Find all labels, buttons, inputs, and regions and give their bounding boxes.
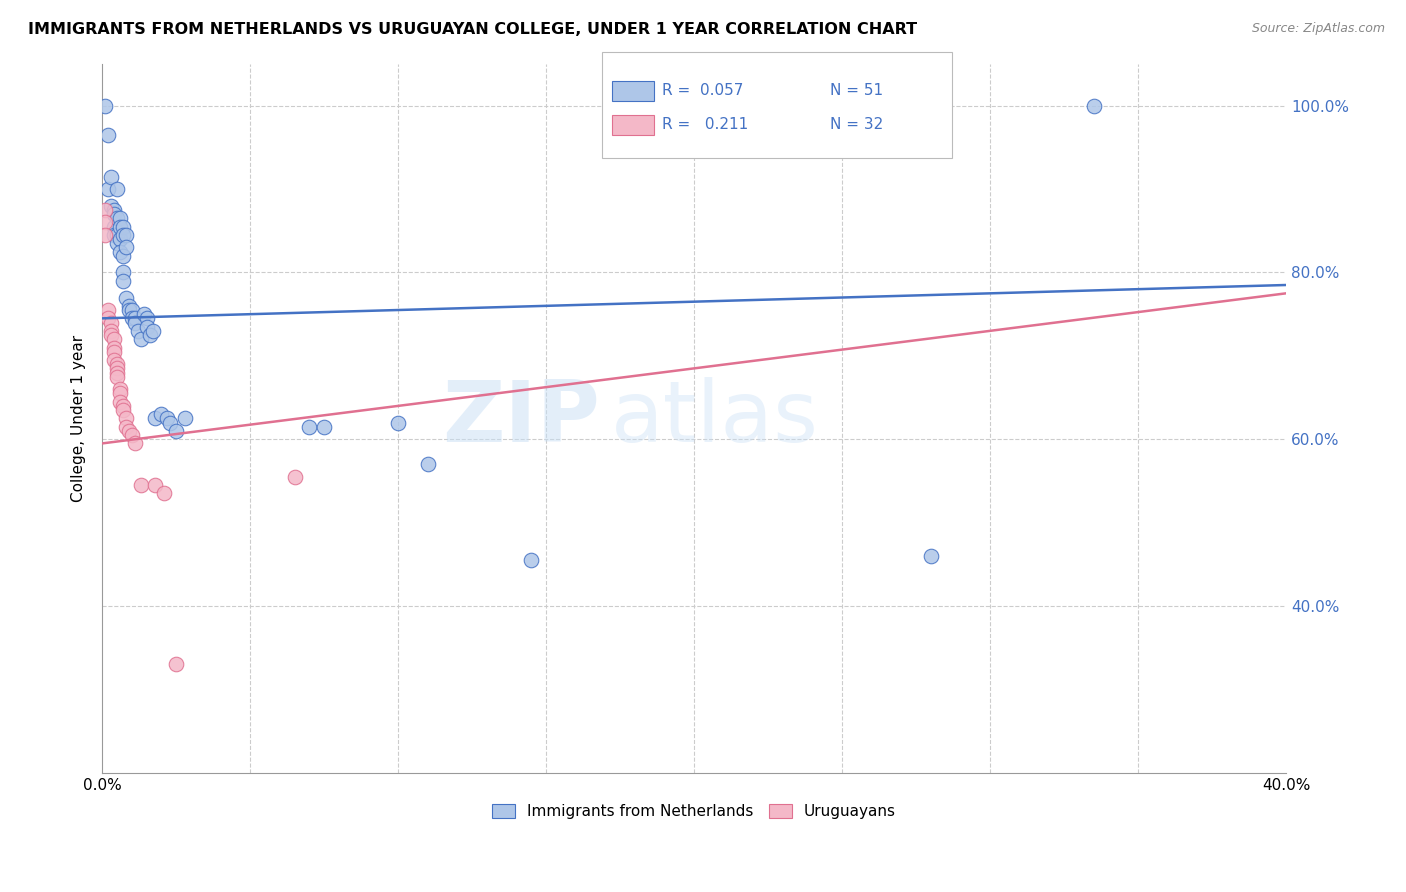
Point [108, 382, 131, 396]
Point [165, 657, 187, 672]
Point [153, 486, 176, 500]
Point [111, 265, 134, 279]
Point [124, 436, 146, 450]
Point [416, 457, 439, 471]
Point [150, 407, 173, 421]
Point [165, 424, 187, 438]
Point [387, 416, 409, 430]
Point [94, 202, 117, 217]
Point [174, 411, 197, 425]
Point [111, 399, 134, 413]
Point [105, 361, 128, 376]
Y-axis label: College, Under 1 year: College, Under 1 year [72, 334, 86, 502]
Point [145, 478, 167, 492]
Point [105, 357, 128, 371]
Point [97, 303, 120, 318]
Point [135, 311, 157, 326]
Point [111, 249, 134, 263]
Point [105, 211, 128, 226]
Point [105, 236, 128, 251]
Point [94, 215, 117, 229]
Point [103, 353, 125, 368]
Text: atlas: atlas [612, 377, 820, 460]
Text: ZIP: ZIP [441, 377, 599, 460]
Point [105, 366, 128, 380]
Point [97, 128, 120, 142]
Point [103, 227, 125, 242]
Point [159, 416, 181, 430]
Point [115, 227, 138, 242]
Point [111, 274, 134, 288]
Point [520, 553, 543, 567]
Point [314, 419, 336, 434]
Point [668, 90, 690, 104]
Point [115, 411, 138, 425]
Point [115, 419, 138, 434]
Point [115, 240, 138, 254]
Point [100, 169, 122, 184]
Point [920, 549, 942, 563]
Point [100, 316, 122, 330]
Point [145, 411, 167, 425]
Point [124, 316, 146, 330]
Point [94, 227, 117, 242]
Point [129, 478, 152, 492]
Point [105, 227, 128, 242]
Point [108, 219, 131, 234]
Legend: Immigrants from Netherlands, Uruguayans: Immigrants from Netherlands, Uruguayans [486, 797, 903, 825]
Point [135, 319, 157, 334]
Text: Source: ZipAtlas.com: Source: ZipAtlas.com [1251, 22, 1385, 36]
Point [121, 428, 143, 442]
Point [97, 311, 120, 326]
Point [103, 219, 125, 234]
Point [103, 341, 125, 355]
Point [129, 332, 152, 346]
Text: R =  0.057: R = 0.057 [662, 84, 744, 98]
Point [94, 99, 117, 113]
Point [132, 307, 155, 321]
Text: R =   0.211: R = 0.211 [662, 118, 748, 132]
Point [121, 311, 143, 326]
Text: N = 51: N = 51 [830, 84, 883, 98]
Point [103, 332, 125, 346]
Point [118, 299, 141, 313]
Point [138, 328, 160, 343]
Point [124, 311, 146, 326]
Point [111, 403, 134, 417]
Point [1083, 99, 1105, 113]
Point [111, 227, 134, 242]
Text: IMMIGRANTS FROM NETHERLANDS VS URUGUAYAN COLLEGE, UNDER 1 YEAR CORRELATION CHART: IMMIGRANTS FROM NETHERLANDS VS URUGUAYAN… [28, 22, 917, 37]
Point [115, 291, 138, 305]
Point [103, 207, 125, 221]
Point [108, 244, 131, 259]
Point [100, 328, 122, 343]
Point [108, 232, 131, 246]
Point [105, 369, 128, 384]
Point [118, 303, 141, 318]
Point [108, 386, 131, 401]
Point [121, 303, 143, 318]
Point [100, 324, 122, 338]
Text: N = 32: N = 32 [830, 118, 883, 132]
Point [100, 199, 122, 213]
Point [111, 219, 134, 234]
Point [156, 411, 179, 425]
Point [97, 182, 120, 196]
Point [108, 394, 131, 409]
Point [103, 202, 125, 217]
Point [141, 324, 163, 338]
Point [118, 424, 141, 438]
Point [105, 182, 128, 196]
Point [108, 211, 131, 226]
Point [284, 469, 307, 483]
Point [103, 344, 125, 359]
Point [127, 324, 149, 338]
Point [298, 419, 321, 434]
